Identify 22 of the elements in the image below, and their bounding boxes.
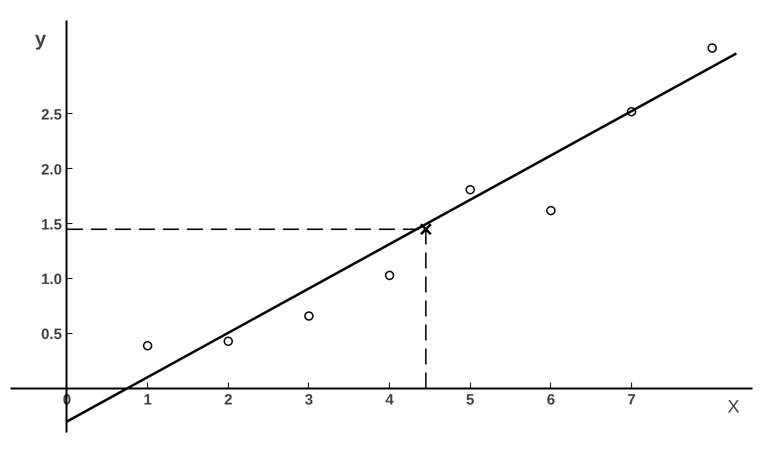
x-tick-label: 2 [224, 392, 232, 409]
x-tick-label: 5 [466, 392, 474, 409]
point [546, 206, 556, 216]
y-tick-label: 2.0 [41, 161, 62, 178]
point [142, 340, 152, 350]
point [384, 270, 394, 280]
x-tick-label: 1 [143, 392, 152, 409]
y-axis-title: y [34, 28, 47, 50]
x-axis-title: X [728, 396, 740, 417]
point [707, 43, 717, 53]
point [465, 184, 475, 194]
point [420, 223, 432, 236]
y-tick-label: 2.5 [41, 106, 62, 124]
x-tick-label: 6 [546, 392, 556, 409]
y-tick-label: 0.5 [41, 326, 62, 344]
point [304, 311, 314, 321]
x-tick-label: 7 [627, 392, 636, 409]
y-tick-label: 1.0 [41, 271, 62, 288]
x-tick-label: 3 [304, 392, 314, 409]
point [224, 336, 234, 346]
x-tick-label: 4 [385, 392, 394, 409]
y-tick-label: 1.5 [41, 216, 62, 234]
